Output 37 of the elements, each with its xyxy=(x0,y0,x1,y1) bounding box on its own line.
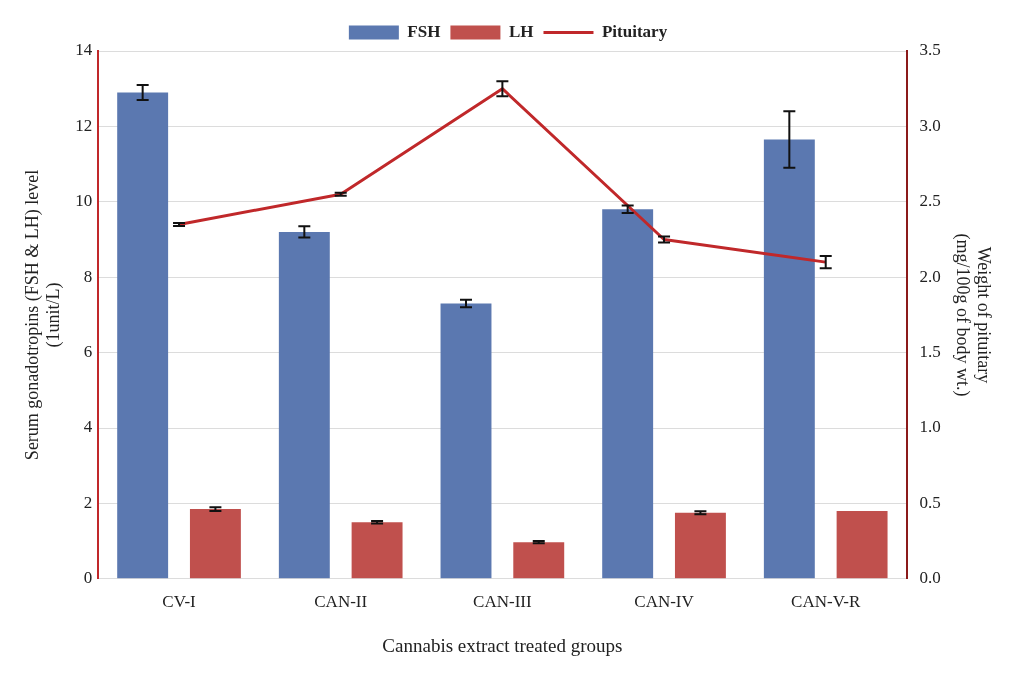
legend-label: LH xyxy=(508,21,534,41)
y2-axis-title: Weight of pituitary (mg/100g of body wt.) xyxy=(951,233,995,397)
x-tick-label: CAN-III xyxy=(473,592,532,612)
bar xyxy=(674,512,726,579)
y-tick-label: 12 xyxy=(75,115,93,135)
y-tick-label: 14 xyxy=(75,40,93,60)
x-tick-label: CAN-V-R xyxy=(791,592,862,612)
y-tick-label: 8 xyxy=(83,266,93,286)
y-tick-label: 10 xyxy=(75,191,93,211)
y2-tick-label: 2.5 xyxy=(919,191,941,211)
y2-tick-label: 0.5 xyxy=(919,492,941,512)
y-tick-label: 0 xyxy=(83,568,93,588)
bar xyxy=(513,542,565,579)
y-axis-title: Serum gonadotropins (FSH & LH) level (1unit/L) xyxy=(21,169,65,461)
y-tick-label: 4 xyxy=(83,417,93,437)
x-tick-label: CAN-IV xyxy=(634,592,695,612)
y2-tick-label: 3.5 xyxy=(919,40,941,60)
x-tick-label: CV-I xyxy=(162,592,197,612)
bar xyxy=(117,92,169,579)
bar xyxy=(351,522,403,579)
y2-tick-label: 1.5 xyxy=(919,342,941,362)
x-axis-title: Cannabis extract treated groups xyxy=(382,634,623,656)
y-tick-label: 6 xyxy=(83,342,93,362)
y2-tick-label: 1.0 xyxy=(919,417,941,437)
x-tick-label: CAN-II xyxy=(314,592,368,612)
y-tick-label: 2 xyxy=(83,492,93,512)
bar xyxy=(602,209,654,579)
bar xyxy=(763,139,815,579)
bar xyxy=(278,231,330,579)
legend-label: FSH xyxy=(407,21,441,41)
bar xyxy=(836,510,888,579)
y2-tick-label: 2.0 xyxy=(919,266,941,286)
legend-label: Pituitary xyxy=(601,21,668,41)
y2-tick-label: 3.0 xyxy=(919,115,941,135)
y2-tick-label: 0.0 xyxy=(919,568,941,588)
bar xyxy=(189,509,241,579)
bar xyxy=(440,303,492,579)
